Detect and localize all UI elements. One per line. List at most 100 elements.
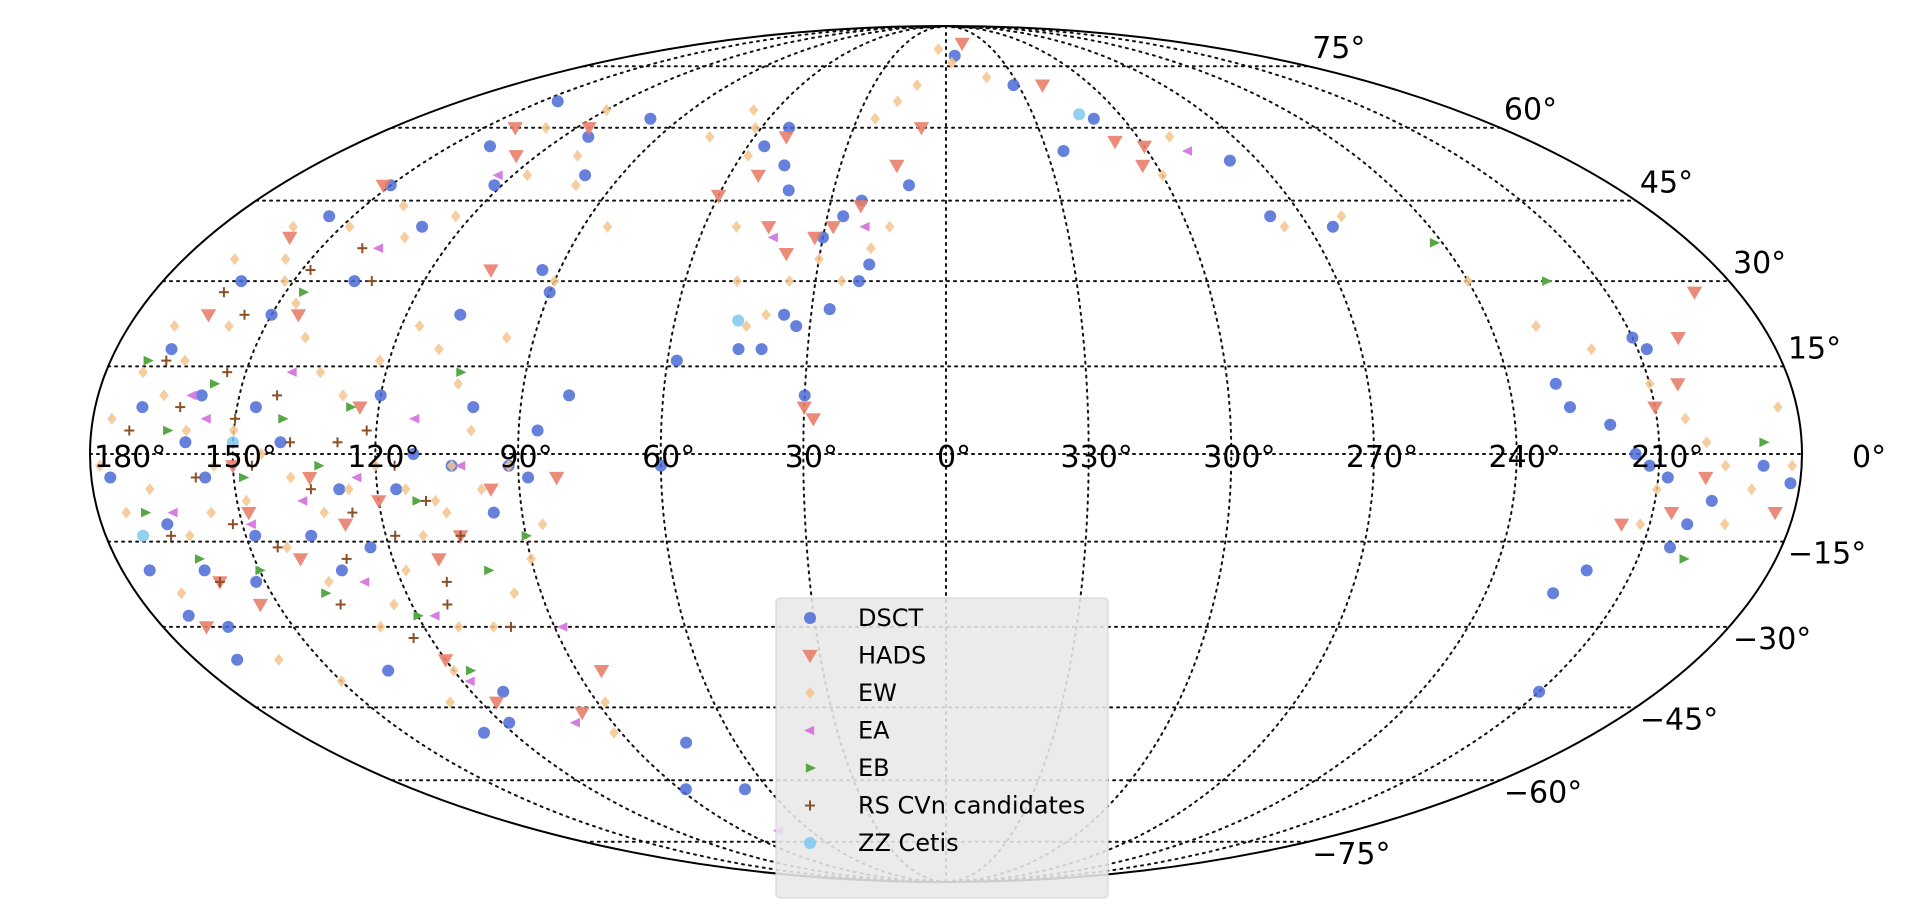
data-point — [912, 79, 922, 92]
data-point — [336, 675, 347, 688]
data-point — [169, 320, 180, 333]
legend-label: RS CVn candidates — [858, 792, 1085, 820]
data-point — [107, 412, 117, 425]
data-point — [503, 459, 514, 472]
data-point — [508, 150, 524, 164]
data-point — [1136, 140, 1152, 154]
data-point — [241, 494, 252, 507]
data-point — [1604, 418, 1617, 431]
data-point — [372, 243, 384, 253]
legend-entry: HADS — [802, 642, 926, 670]
data-point — [198, 564, 211, 577]
data-point — [853, 275, 865, 288]
data-point — [278, 414, 289, 424]
graticule — [89, 25, 1803, 883]
data-point — [249, 529, 262, 542]
data-point — [408, 633, 419, 643]
data-point — [1087, 112, 1100, 125]
legend-label: HADS — [858, 642, 926, 670]
data-point — [352, 401, 368, 415]
data-point — [1663, 507, 1680, 521]
data-point — [302, 471, 318, 486]
data-point — [194, 554, 206, 564]
data-point — [574, 706, 590, 721]
data-point — [1034, 79, 1051, 93]
data-point — [1720, 459, 1731, 472]
data-point — [338, 389, 348, 402]
data-point — [823, 303, 836, 316]
data-point — [288, 220, 298, 233]
data-point — [466, 665, 477, 676]
data-point — [337, 518, 354, 532]
data-point — [389, 598, 399, 611]
legend-marker — [804, 725, 815, 736]
data-point — [537, 518, 548, 531]
data-point — [755, 343, 768, 356]
data-point — [741, 320, 752, 333]
data-point — [783, 121, 796, 134]
data-point — [430, 494, 441, 507]
legend-marker — [805, 763, 816, 773]
data-point — [382, 664, 395, 677]
data-point — [285, 471, 296, 484]
data-point — [863, 258, 876, 271]
data-point — [732, 343, 745, 356]
data-point — [166, 530, 177, 541]
series-eb — [141, 238, 1770, 676]
data-point — [572, 149, 583, 162]
meridian-line — [945, 25, 1233, 883]
data-point — [1644, 377, 1655, 390]
data-point — [413, 611, 424, 621]
data-point — [602, 220, 613, 233]
data-point — [501, 331, 512, 344]
lon-tick-label: 0° — [937, 440, 971, 475]
data-point — [235, 275, 248, 288]
data-point — [407, 448, 420, 460]
data-point — [1670, 378, 1686, 392]
legend-marker — [804, 837, 816, 849]
data-point — [180, 354, 190, 367]
data-point — [503, 716, 516, 729]
data-point — [450, 210, 461, 223]
data-point — [582, 130, 595, 143]
data-point — [305, 529, 318, 542]
legend-marker — [802, 649, 818, 664]
lat-tick-label: −15° — [1788, 537, 1866, 572]
data-point — [280, 253, 291, 266]
data-point — [324, 575, 334, 588]
data-point — [1679, 554, 1690, 564]
data-point — [453, 377, 463, 390]
data-point — [141, 507, 152, 518]
data-point — [199, 471, 212, 484]
data-point — [743, 149, 753, 162]
data-point — [333, 483, 346, 496]
data-point — [214, 576, 225, 587]
data-point — [1759, 437, 1770, 448]
plot-area — [89, 25, 1803, 883]
data-point — [557, 622, 568, 632]
data-point — [748, 104, 759, 116]
data-point — [1613, 518, 1630, 532]
data-point — [456, 367, 467, 377]
data-point — [541, 121, 551, 134]
data-point — [1463, 275, 1473, 288]
data-point — [323, 210, 336, 223]
data-point — [884, 220, 895, 233]
data-point — [837, 210, 850, 223]
data-point — [1787, 459, 1797, 472]
data-point — [209, 459, 219, 472]
data-point — [200, 309, 217, 323]
data-point — [291, 297, 301, 310]
data-point — [609, 726, 619, 739]
lat-tick-label: 30° — [1733, 246, 1786, 281]
data-point — [1647, 401, 1663, 415]
data-point — [305, 265, 316, 275]
data-point — [492, 170, 503, 181]
data-point — [421, 495, 431, 506]
meridian-line — [945, 25, 1090, 883]
data-point — [195, 389, 208, 402]
data-point — [531, 424, 544, 437]
data-point — [507, 122, 523, 136]
data-point — [292, 553, 309, 567]
